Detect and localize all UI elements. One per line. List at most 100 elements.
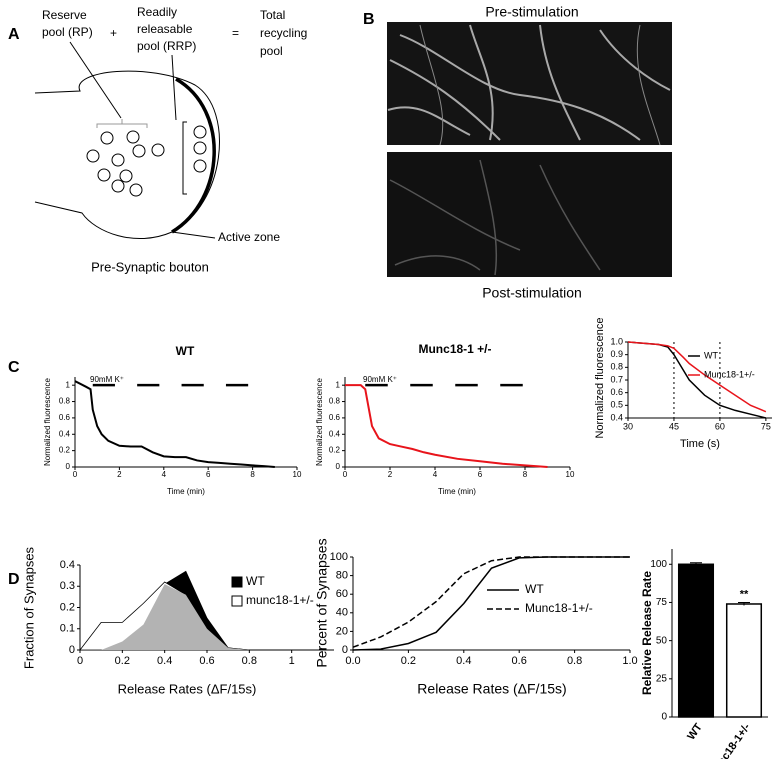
leader-line bbox=[171, 54, 177, 121]
x-tick-label: 0.2 bbox=[115, 655, 130, 667]
rrp-bracket bbox=[182, 121, 187, 195]
y-tick-label: 60 bbox=[336, 588, 348, 600]
x-axis-label: Release Rates (ΔF/15s) bbox=[118, 681, 257, 696]
chart: 0 20 40 60 80 100 0.0 0.2 0.4 0.6 0.8 1.0 Release Ra… bbox=[314, 538, 638, 696]
legend-label: Munc18-1+/- bbox=[704, 369, 755, 379]
overlap-area bbox=[80, 584, 250, 650]
y-tick-label: 50 bbox=[656, 635, 668, 646]
legend-swatch bbox=[231, 576, 243, 588]
x-tick-label: 2 bbox=[388, 470, 393, 479]
x-tick-label: 0.2 bbox=[401, 655, 416, 667]
x-tick-label: 30 bbox=[623, 421, 633, 431]
y-tick-label: 0.4 bbox=[60, 559, 75, 571]
legend-swatch bbox=[231, 595, 243, 607]
y-tick-label: 1.0 bbox=[610, 336, 623, 346]
x-tick-label: 6 bbox=[206, 470, 211, 479]
diagram: Reserve pool (RP) + Readily releasable p… bbox=[34, 5, 307, 274]
x-tick-label: 0.6 bbox=[512, 655, 527, 667]
y-tick-label: 0.8 bbox=[59, 397, 71, 406]
diagram-label: Active zone bbox=[218, 230, 280, 244]
panel-label: A bbox=[8, 26, 20, 43]
diagram-label: recycling bbox=[260, 26, 307, 40]
data-line bbox=[627, 341, 767, 413]
x-tick-label: 10 bbox=[566, 470, 575, 479]
y-axis-label: Relative Release Rate bbox=[640, 571, 654, 695]
chart: 0.4 0.5 0.6 0.7 0.8 0.9 1.0 30 45 60 75 Time (s) Nor… bbox=[594, 317, 772, 450]
x-tick-label: 0.8 bbox=[567, 655, 582, 667]
leader-line bbox=[69, 41, 122, 119]
y-tick-label: 25 bbox=[656, 673, 668, 684]
legend-label: Munc18-1+/- bbox=[525, 601, 593, 615]
chart: 0 0.1 0.2 0.3 0.4 0 0.2 0.4 0.6 0.8 1 Release Rates… bbox=[21, 546, 334, 696]
chart-title: Munc18-1 +/- bbox=[418, 342, 491, 356]
x-axis-label: Release Rates (ΔF/15s) bbox=[417, 681, 566, 697]
x-tick-label: 1 bbox=[289, 655, 295, 667]
y-tick-label: 0.3 bbox=[60, 580, 75, 592]
x-axis-label: Time (min) bbox=[167, 487, 205, 496]
micrograph-pre bbox=[387, 22, 672, 146]
bar bbox=[725, 603, 763, 718]
y-tick-label: 0.4 bbox=[329, 429, 341, 438]
y-tick-label: 0.7 bbox=[610, 374, 623, 384]
diagram-label: + bbox=[110, 26, 117, 40]
y-tick-label: 80 bbox=[336, 570, 348, 582]
annotation: 90mM K⁺ bbox=[90, 375, 124, 384]
x-tick-label: 0.4 bbox=[456, 655, 471, 667]
panel-label: C bbox=[8, 359, 20, 376]
y-tick-label: 0.6 bbox=[329, 413, 341, 422]
y-tick-label: 0.8 bbox=[610, 362, 623, 372]
y-tick-label: 0.4 bbox=[610, 412, 623, 422]
data-line bbox=[345, 384, 548, 468]
bar bbox=[677, 563, 715, 718]
y-tick-label: 20 bbox=[336, 625, 348, 637]
diagram-label: pool (RRP) bbox=[137, 39, 196, 53]
y-tick-label: 0.8 bbox=[329, 397, 341, 406]
y-tick-label: 0.6 bbox=[610, 387, 623, 397]
y-axis-label: Percent of Synapses bbox=[314, 538, 330, 667]
image-caption: Pre-stimulation bbox=[485, 4, 578, 20]
error-bar bbox=[738, 601, 750, 606]
x-tick-label: 4 bbox=[162, 470, 167, 479]
x-tick-label: 6 bbox=[478, 470, 483, 479]
y-tick-label: 100 bbox=[650, 559, 667, 570]
y-tick-label: 0.5 bbox=[610, 400, 623, 410]
x-tick-label: 0.6 bbox=[199, 655, 214, 667]
y-tick-label: 0.1 bbox=[60, 623, 75, 635]
y-tick-label: 0.2 bbox=[59, 446, 71, 455]
x-tick-label: 10 bbox=[293, 470, 302, 479]
x-tick-label: 1.0 bbox=[622, 655, 637, 667]
chart-title: WT bbox=[176, 344, 195, 358]
diagram-label: Reserve bbox=[42, 8, 87, 22]
active-zone-membrane bbox=[171, 77, 216, 234]
vesicles bbox=[86, 125, 207, 197]
x-tick-label: 75 bbox=[761, 421, 771, 431]
x-tick-label: 60 bbox=[715, 421, 725, 431]
y-tick-label: 40 bbox=[336, 607, 348, 619]
annotation: 90mM K⁺ bbox=[363, 375, 397, 384]
x-tick-label: 2 bbox=[117, 470, 122, 479]
x-tick-label: 0 bbox=[73, 470, 78, 479]
legend-label: WT bbox=[525, 582, 544, 596]
y-axis-label: Normalized fluorescence bbox=[315, 377, 324, 466]
diagram-label: pool (RP) bbox=[42, 25, 93, 39]
leader-line bbox=[171, 231, 216, 239]
data-line bbox=[74, 380, 275, 468]
x-tick-label: 0.8 bbox=[242, 655, 257, 667]
panel-label: B bbox=[363, 11, 375, 28]
y-tick-label: 1 bbox=[66, 380, 71, 389]
y-tick-label: 75 bbox=[656, 597, 668, 608]
y-tick-label: 0 bbox=[69, 644, 75, 656]
panel-label: D bbox=[8, 571, 20, 588]
x-tick-label: 45 bbox=[669, 421, 679, 431]
y-tick-label: 0.2 bbox=[329, 446, 341, 455]
x-tick-label: 0.4 bbox=[157, 655, 172, 667]
image-caption: Post-stimulation bbox=[482, 285, 582, 301]
error-bar bbox=[690, 562, 702, 566]
x-tick-label: 0.0 bbox=[345, 655, 360, 667]
significance-label: ** bbox=[740, 588, 749, 600]
x-tick-label: 0 bbox=[343, 470, 348, 479]
diagram-label: Readily bbox=[137, 5, 177, 19]
